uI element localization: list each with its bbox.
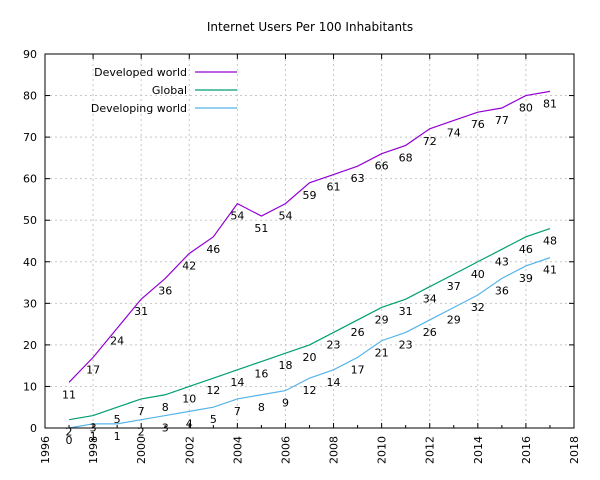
data-label: 23 xyxy=(327,338,341,351)
x-tick-label: 2000 xyxy=(135,436,148,464)
x-tick-label: 2002 xyxy=(183,436,196,464)
plot-border xyxy=(44,53,575,429)
data-label: 39 xyxy=(519,272,533,285)
data-label: 9 xyxy=(282,397,289,410)
data-label: 17 xyxy=(351,363,365,376)
data-label: 42 xyxy=(182,259,196,272)
data-label: 40 xyxy=(471,268,485,281)
x-tick-label: 2008 xyxy=(328,436,341,464)
data-label: 17 xyxy=(86,363,100,376)
data-label: 0 xyxy=(66,434,73,447)
data-label: 5 xyxy=(210,413,217,426)
data-label: 23 xyxy=(399,338,413,351)
data-label: 46 xyxy=(519,243,533,256)
legend-label: Developing world xyxy=(91,102,187,115)
y-tick-label: 90 xyxy=(23,48,37,61)
data-label: 12 xyxy=(303,384,317,397)
data-label: 8 xyxy=(258,401,265,414)
data-label: 31 xyxy=(134,305,148,318)
data-label: 7 xyxy=(234,405,241,418)
data-label: 1 xyxy=(90,430,97,443)
data-label: 43 xyxy=(495,255,509,268)
data-label: 1 xyxy=(114,430,121,443)
legend: Developed world Global Developing world xyxy=(91,66,237,115)
data-label: 74 xyxy=(447,126,461,139)
data-label: 11 xyxy=(62,388,76,401)
series-line-2 xyxy=(68,257,551,429)
data-label: 32 xyxy=(471,301,485,314)
data-label: 59 xyxy=(303,189,317,202)
y-tick-label: 80 xyxy=(23,90,37,103)
data-label: 5 xyxy=(114,413,121,426)
data-label: 41 xyxy=(543,264,557,277)
legend-label: Global xyxy=(152,84,187,97)
data-label: 3 xyxy=(90,422,97,435)
data-label: 68 xyxy=(399,151,413,164)
data-label: 3 xyxy=(162,422,169,435)
x-tick-label: 2014 xyxy=(472,436,485,464)
data-label: 18 xyxy=(278,359,292,372)
data-label: 77 xyxy=(495,114,509,127)
y-tick-label: 70 xyxy=(23,131,37,144)
x-tick-label: 1996 xyxy=(39,436,52,464)
series-line-1 xyxy=(68,227,551,421)
y-tick-label: 0 xyxy=(30,422,37,435)
series-line-0 xyxy=(68,90,551,383)
data-label: 4 xyxy=(186,417,193,430)
y-tick-label: 60 xyxy=(23,173,37,186)
y-tick-label: 50 xyxy=(23,214,37,227)
data-label: 2 xyxy=(66,426,73,439)
series-lines xyxy=(68,90,551,429)
y-tick-label: 40 xyxy=(23,256,37,269)
x-tick-label: 2016 xyxy=(520,436,533,464)
data-label: 48 xyxy=(543,235,557,248)
data-label: 80 xyxy=(519,102,533,115)
data-label: 72 xyxy=(423,135,437,148)
data-label: 37 xyxy=(447,280,461,293)
x-tick-label: 2004 xyxy=(231,436,244,464)
data-label: 76 xyxy=(471,118,485,131)
data-label: 51 xyxy=(254,222,268,235)
data-label: 10 xyxy=(182,392,196,405)
data-label: 26 xyxy=(351,326,365,339)
x-tick-label: 2006 xyxy=(279,436,292,464)
data-label: 29 xyxy=(447,313,461,326)
x-tick-label: 2018 xyxy=(568,436,581,464)
x-tick-label: 1998 xyxy=(87,436,100,464)
x-tick-label: 2012 xyxy=(424,436,437,464)
data-label: 61 xyxy=(327,181,341,194)
data-label: 7 xyxy=(138,405,145,418)
y-tick-label: 10 xyxy=(23,380,37,393)
data-label: 81 xyxy=(543,97,557,110)
x-tick-label: 2010 xyxy=(376,436,389,464)
data-label: 36 xyxy=(158,284,172,297)
data-label: 54 xyxy=(230,210,244,223)
data-label: 16 xyxy=(254,368,268,381)
data-label: 14 xyxy=(230,376,244,389)
legend-label: Developed world xyxy=(94,66,187,79)
data-label: 46 xyxy=(206,243,220,256)
grid xyxy=(45,54,574,428)
y-tick-label: 30 xyxy=(23,297,37,310)
data-label: 29 xyxy=(375,313,389,326)
data-label: 26 xyxy=(423,326,437,339)
data-label: 34 xyxy=(423,293,437,306)
data-label: 21 xyxy=(375,347,389,360)
data-label: 63 xyxy=(351,172,365,185)
data-label: 31 xyxy=(399,305,413,318)
data-label: 14 xyxy=(327,376,341,389)
data-label: 8 xyxy=(162,401,169,414)
data-label: 20 xyxy=(303,351,317,364)
y-tick-label: 20 xyxy=(23,339,37,352)
chart-title: Internet Users Per 100 Inhabitants xyxy=(207,20,413,34)
data-label: 24 xyxy=(110,334,124,347)
data-label: 2 xyxy=(138,426,145,439)
data-label: 54 xyxy=(278,210,292,223)
data-label: 12 xyxy=(206,384,220,397)
data-label: 66 xyxy=(375,160,389,173)
data-label: 36 xyxy=(495,284,509,297)
